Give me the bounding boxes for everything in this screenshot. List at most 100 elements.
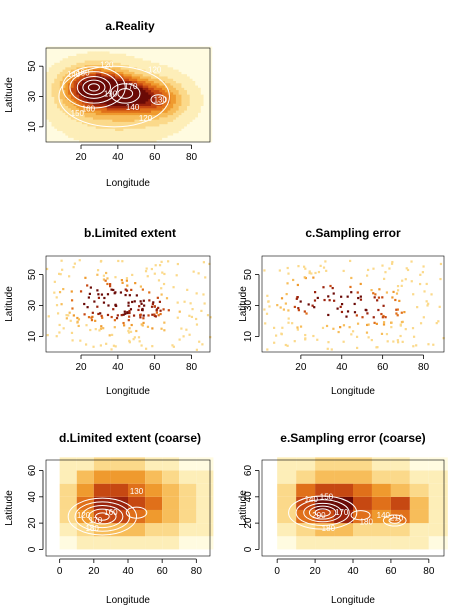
heat-cell xyxy=(117,57,122,61)
heat-cell xyxy=(189,69,193,72)
heat-cell xyxy=(167,110,171,113)
heat-cell xyxy=(95,66,99,70)
grid-cell xyxy=(93,470,111,484)
x-tick-label: 80 xyxy=(191,566,203,577)
heat-cell xyxy=(192,105,196,109)
heat-cell xyxy=(90,128,94,132)
heat-cell xyxy=(137,64,141,68)
heat-cell xyxy=(175,126,180,129)
heat-cell xyxy=(142,135,146,138)
heat-cell xyxy=(76,128,80,132)
heat-cell xyxy=(181,119,185,122)
heat-cell xyxy=(117,87,122,91)
heat-cell xyxy=(167,62,171,66)
heat-cell xyxy=(186,103,191,107)
heat-cell xyxy=(104,126,108,129)
heat-cell xyxy=(51,103,55,107)
heat-cell xyxy=(112,87,116,91)
sample-point xyxy=(154,264,157,267)
contour-line xyxy=(87,83,100,92)
heat-cell xyxy=(79,114,83,118)
heat-cell xyxy=(112,60,116,63)
contour-line xyxy=(62,66,126,109)
heat-cell xyxy=(209,85,213,88)
contour-label: 140 xyxy=(377,511,391,520)
heat-cell xyxy=(106,116,110,120)
heat-cell xyxy=(70,76,75,79)
sample-point xyxy=(115,317,119,320)
heat-cell xyxy=(134,135,138,138)
heat-cell xyxy=(175,135,180,138)
heat-cell xyxy=(162,53,166,56)
heat-cell xyxy=(195,107,199,111)
heat-cell xyxy=(178,119,182,122)
heat-cell xyxy=(98,60,102,63)
heat-cell xyxy=(175,64,180,68)
heat-cell xyxy=(148,66,152,70)
sample-point xyxy=(152,301,155,304)
heat-cell xyxy=(156,48,160,52)
heat-cell xyxy=(170,89,174,93)
sample-point xyxy=(208,262,211,266)
x-axis-title: Longitude xyxy=(106,178,150,189)
heat-cell xyxy=(65,137,69,141)
heat-cell xyxy=(92,60,97,63)
heat-cell xyxy=(59,69,63,72)
heat-cell xyxy=(123,128,127,132)
heat-cell xyxy=(184,123,188,127)
heat-cell xyxy=(170,53,174,56)
heat-cell xyxy=(62,103,66,107)
contour-label: 140 xyxy=(126,103,140,112)
sample-point xyxy=(405,267,408,270)
heat-cell xyxy=(98,87,102,91)
sample-point xyxy=(432,343,435,346)
grid-cell xyxy=(428,496,448,510)
heat-cell xyxy=(115,76,119,79)
heat-cell xyxy=(170,91,174,95)
heat-cell xyxy=(101,112,105,116)
heat-cell xyxy=(68,114,72,118)
heat-cell xyxy=(126,103,130,107)
heat-cell xyxy=(145,98,149,102)
heat-cell xyxy=(184,51,188,54)
grid-cell xyxy=(145,470,163,484)
heat-cell xyxy=(137,76,141,79)
heat-cell xyxy=(186,85,191,88)
heat-cell xyxy=(192,78,196,81)
sample-point xyxy=(276,304,279,307)
heat-cell xyxy=(92,87,97,91)
heat-cell xyxy=(48,116,52,120)
heat-cell xyxy=(90,69,94,72)
sample-point xyxy=(382,304,385,307)
heat-cell xyxy=(186,96,191,100)
heat-cell xyxy=(79,78,83,81)
heat-cell xyxy=(206,96,210,100)
heat-cell xyxy=(142,82,146,86)
heat-cell xyxy=(159,85,163,88)
heat-cell xyxy=(68,135,72,138)
heat-cell xyxy=(189,126,193,129)
contour-label: 130 xyxy=(130,487,144,496)
heat-cell xyxy=(109,121,113,125)
heat-cell xyxy=(203,126,207,129)
heat-cell xyxy=(46,126,50,129)
sample-point xyxy=(90,319,94,322)
heat-cell xyxy=(142,114,146,118)
heat-cell xyxy=(117,130,122,134)
heat-cell xyxy=(173,48,177,52)
heat-cell xyxy=(106,107,110,111)
heat-cell xyxy=(139,82,144,86)
heat-cell xyxy=(153,98,157,102)
heat-cell xyxy=(137,71,141,75)
heat-cell xyxy=(95,69,99,72)
heat-cell xyxy=(178,94,182,97)
heat-cell xyxy=(101,130,105,134)
sample-point xyxy=(135,329,138,333)
heat-cell xyxy=(173,55,177,59)
sample-point xyxy=(122,321,125,325)
heat-cell xyxy=(170,76,174,79)
x-tick-label: 60 xyxy=(157,566,169,577)
heat-cell xyxy=(109,73,113,77)
sample-point xyxy=(87,296,90,299)
